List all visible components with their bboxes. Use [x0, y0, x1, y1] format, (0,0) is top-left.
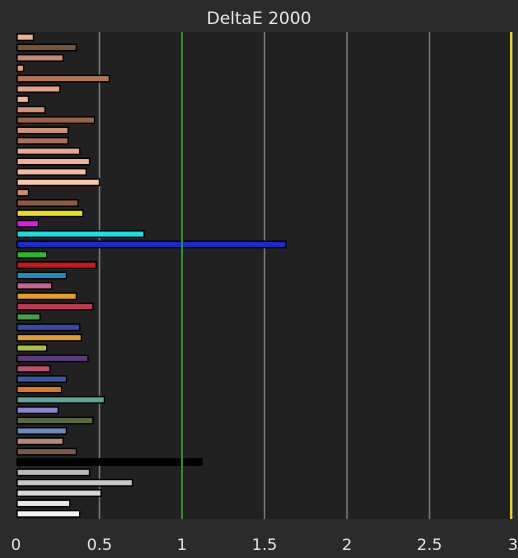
reference-lines — [181, 32, 512, 519]
bar-24 — [16, 271, 68, 280]
bar-34 — [16, 375, 68, 384]
bar-3 — [16, 53, 64, 62]
bar-9 — [16, 116, 96, 124]
bar-21 — [16, 240, 287, 249]
bar-39 — [16, 427, 68, 435]
bar-8 — [16, 105, 46, 114]
bar-36 — [16, 395, 106, 404]
bar-32 — [16, 354, 89, 363]
bar-18 — [16, 209, 84, 218]
bar-14 — [16, 167, 88, 176]
bar-28 — [16, 313, 41, 321]
bar-7 — [16, 95, 30, 104]
x-tick-label-6: 3 — [508, 535, 518, 554]
bar-15 — [16, 178, 101, 187]
bar-47 — [16, 509, 81, 518]
bar-5 — [16, 74, 111, 83]
bar-30 — [16, 333, 83, 342]
x-tick-label-5: 2.5 — [417, 535, 442, 554]
bar-23 — [16, 261, 97, 270]
bar-12 — [16, 147, 81, 156]
bar-33 — [16, 364, 51, 373]
bar-16 — [16, 188, 30, 197]
bar-45 — [16, 489, 102, 498]
bar-22 — [16, 250, 48, 259]
x-tick-label-4: 2 — [342, 535, 352, 554]
x-tick-label-1: 0.5 — [87, 535, 112, 554]
bar-42 — [16, 458, 203, 466]
bar-40 — [16, 437, 64, 446]
bar-46 — [16, 499, 71, 508]
bar-31 — [16, 344, 48, 352]
bar-35 — [16, 385, 63, 394]
chart-title: DeltaE 2000 — [207, 9, 312, 29]
bar-27 — [16, 302, 94, 311]
bar-1 — [16, 33, 35, 42]
bar-43 — [16, 468, 91, 477]
bar-17 — [16, 199, 79, 207]
bar-20 — [16, 230, 145, 238]
bar-25 — [16, 281, 53, 290]
bar-44 — [16, 478, 134, 487]
x-axis-ticks: 0 0.5 1 1.5 2 2.5 3 — [11, 535, 518, 554]
bar-38 — [16, 416, 94, 425]
bar-37 — [16, 406, 59, 415]
x-tick-label-0: 0 — [11, 535, 21, 554]
bar-6 — [16, 85, 61, 93]
bar-41 — [16, 447, 78, 456]
bar-2 — [16, 43, 78, 52]
bar-4 — [16, 64, 25, 73]
bar-29 — [16, 323, 81, 332]
x-tick-label-3: 1.5 — [252, 535, 277, 554]
bar-11 — [16, 136, 69, 145]
bar-26 — [16, 292, 78, 301]
bar-10 — [16, 126, 69, 135]
x-tick-label-2: 1 — [177, 535, 187, 554]
bar-13 — [16, 157, 91, 166]
bar-19 — [16, 219, 40, 228]
bar-series — [16, 33, 287, 518]
